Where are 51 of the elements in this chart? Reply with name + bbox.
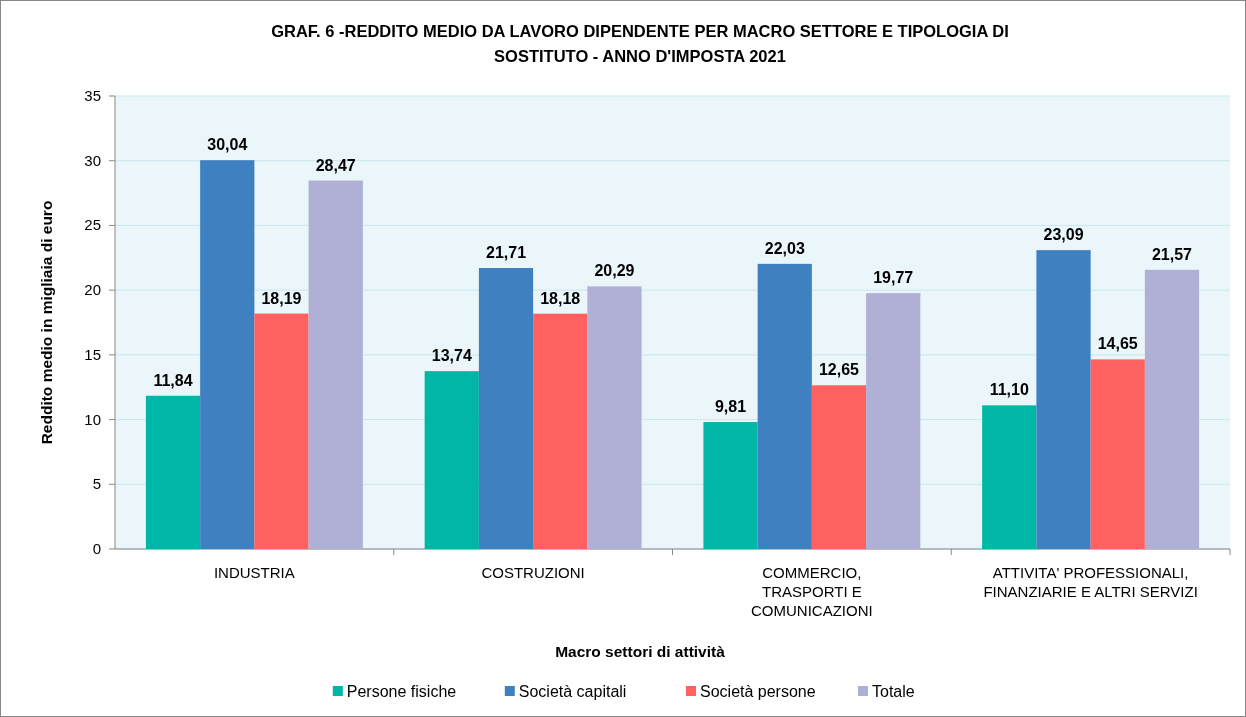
y-tick-label: 30 bbox=[84, 151, 101, 169]
bar bbox=[982, 405, 1037, 549]
bar bbox=[587, 286, 642, 549]
data-label: 13,74 bbox=[431, 347, 472, 365]
bar bbox=[424, 371, 479, 549]
data-label: 20,29 bbox=[594, 262, 635, 280]
data-label: 21,71 bbox=[485, 244, 527, 262]
bar bbox=[757, 263, 812, 549]
bar bbox=[866, 293, 921, 549]
x-axis-title: Macro settori di attività bbox=[555, 643, 726, 660]
data-label: 9,81 bbox=[714, 398, 747, 416]
data-label: 18,18 bbox=[540, 289, 581, 307]
bar bbox=[478, 268, 534, 549]
x-tick-label: INDUSTRIA bbox=[213, 564, 295, 581]
data-label: 14,65 bbox=[1097, 335, 1138, 353]
legend-label: Società capitali bbox=[518, 683, 627, 700]
data-label: 12,65 bbox=[818, 361, 860, 379]
bar bbox=[811, 385, 867, 549]
y-tick-label: 0 bbox=[92, 540, 101, 557]
x-tick-label: COMMERCIO, TRASPORTI E COMUNICAZIONI bbox=[751, 564, 873, 619]
legend-label: Totale bbox=[872, 683, 915, 700]
y-tick-label: 15 bbox=[84, 345, 101, 363]
data-label: 11,10 bbox=[989, 381, 1029, 399]
x-tick-label: ATTIVITA' PROFESSIONALI, FINANZIARIE E ALTRI SERVIZI bbox=[983, 564, 1198, 600]
legend-label: Persone fisiche bbox=[346, 683, 457, 700]
data-label: 22,03 bbox=[764, 239, 805, 257]
bar bbox=[145, 395, 201, 549]
y-tick-label: 5 bbox=[92, 475, 101, 493]
bar bbox=[1090, 359, 1145, 549]
x-tick-label: COSTRUZIONI bbox=[481, 564, 585, 581]
legend-label: Società persone bbox=[700, 683, 816, 700]
data-label: 19,77 bbox=[873, 269, 914, 287]
data-label: 30,04 bbox=[207, 136, 248, 154]
bar bbox=[200, 160, 255, 549]
data-label: 28,47 bbox=[315, 156, 356, 174]
y-axis-title: Reddito medio in migliaia di euro bbox=[38, 200, 55, 445]
data-label: 18,19 bbox=[261, 289, 302, 307]
data-label: 21,57 bbox=[1151, 245, 1193, 263]
bar bbox=[703, 422, 758, 549]
data-label: 11,84 bbox=[153, 371, 193, 389]
bar bbox=[533, 313, 588, 549]
chart-title: GRAF. 6 -REDDITO MEDIO DA LAVORO DIPENDENTE PER MACRO SETTORE E TIPOLOGIA DI SOSTITUTO - ANNO D'IMPOSTA 2021 bbox=[271, 22, 1009, 65]
bar bbox=[1144, 269, 1200, 549]
bar bbox=[308, 180, 363, 549]
bar bbox=[1036, 250, 1091, 549]
y-tick-label: 10 bbox=[84, 410, 101, 428]
y-tick-label: 20 bbox=[84, 281, 101, 299]
y-tick-label: 35 bbox=[84, 87, 101, 104]
y-tick-label: 25 bbox=[84, 216, 101, 234]
bar bbox=[254, 313, 309, 549]
data-label: 23,09 bbox=[1043, 226, 1084, 244]
